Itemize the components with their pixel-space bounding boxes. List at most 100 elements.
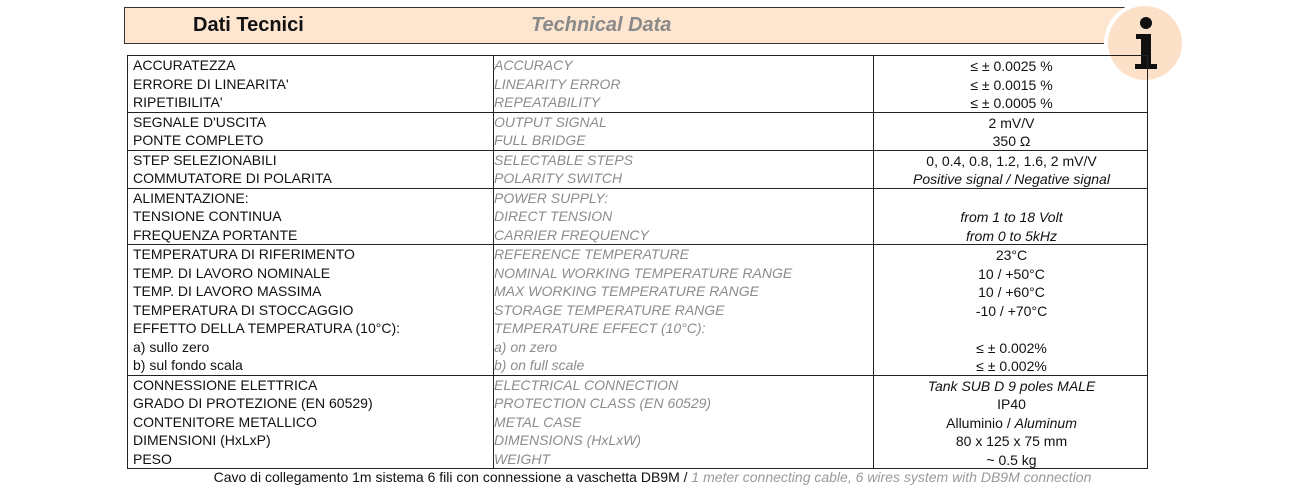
value: 10 / +50°C (874, 265, 1149, 284)
value-text: 2 mV/V (988, 114, 1035, 131)
value: 23°C (874, 246, 1149, 265)
value: Alluminio / Aluminum (874, 414, 1149, 433)
value-text: ≤ ± 0.0005 % (970, 95, 1053, 111)
label-en: POLARITY SWITCH (494, 170, 623, 186)
spec-row: a) sullo zero a) on zero ≤ ± 0.002% (128, 338, 1147, 357)
column-divider (873, 56, 874, 112)
value: 10 / +60°C (874, 283, 1149, 302)
value-italic: Positive signal / Negative signal (913, 171, 1110, 187)
value: ≤ ± 0.0005 % (874, 94, 1149, 113)
spec-row: CONNESSIONE ELETTRICA ELECTRICAL CONNECTI… (128, 376, 1147, 395)
value: ≤ ± 0.002% (874, 339, 1149, 358)
spec-row: RIPETIBILITA' REPEATABILITY ≤ ± 0.0005 % (128, 93, 1147, 112)
row-group: STEP SELEZIONABILI SELECTABLE STEPS 0, 0.4… (127, 149, 1148, 188)
spec-row: CONTENITORE METALLICO METAL CASE Alluminio… (128, 413, 1147, 432)
value-text: -10 / +70°C (975, 302, 1048, 319)
label-it: TENSIONE CONTINUA (133, 208, 282, 224)
value-text: Alluminio / (946, 414, 1011, 431)
value: ~ 0.5 kg (874, 451, 1149, 470)
spec-row: ALIMENTAZIONE: POWER SUPPLY: (128, 189, 1147, 208)
spec-row: TEMPERATURA DI STOCCAGGIO STORAGE TEMPERA… (128, 301, 1147, 320)
value-text: ≤ ± 0.0015 % (970, 76, 1053, 93)
value-italic: from 0 to 5kHz (965, 227, 1058, 244)
label-en: OUTPUT SIGNAL (494, 113, 607, 130)
column-divider (873, 188, 874, 244)
label-it: CONNESSIONE ELETTRICA (133, 376, 318, 393)
label-it: TEMP. DI LAVORO MASSIMA (133, 283, 322, 299)
label-en: METAL CASE (494, 413, 582, 430)
spec-row: TENSIONE CONTINUA DIRECT TENSION from 1 to… (128, 207, 1147, 226)
value-text: 10 / +50°C (978, 265, 1045, 282)
column-divider (493, 112, 494, 150)
label-it: GRADO DI PROTEZIONE (EN 60529) (133, 395, 373, 411)
value-text: ≤ ± 0.0025 % (970, 58, 1053, 74)
value: Tank SUB D 9 poles MALE (874, 377, 1149, 396)
footer-it: Cavo di collegamento 1m sistema 6 fili c… (213, 469, 688, 485)
label-en: NOMINAL WORKING TEMPERATURE RANGE (494, 264, 793, 281)
value: ≤ ± 0.0015 % (874, 76, 1149, 95)
value-text: 0, 0.4, 0.8, 1.2, 1.6, 2 mV/V (926, 152, 1097, 169)
spec-row: TEMPERATURA DI RIFERIMENTO REFERENCE TEMP… (128, 245, 1147, 264)
row-group: ACCURATEZZA ACCURACY ≤ ± 0.0025 % ERRORE DI… (127, 55, 1148, 112)
spec-row: EFFETTO DELLA TEMPERATURA (10°C): TEMPERA… (128, 319, 1147, 338)
spec-row: FREQUENZA PORTANTE CARRIER FREQUENCY from … (128, 226, 1147, 245)
value-text: 10 / +60°C (978, 284, 1045, 300)
label-en: REFERENCE TEMPERATURE (494, 246, 689, 262)
spec-row: ERRORE DI LINEARITA' LINEARITY ERROR ≤ ± 0… (128, 75, 1147, 94)
value: ≤ ± 0.002% (874, 357, 1149, 376)
label-it: ERRORE DI LINEARITA' (133, 75, 289, 92)
label-it: b) sul fondo scala (133, 357, 243, 373)
spec-row: SEGNALE D'USCITA OUTPUT SIGNAL 2 mV/V (128, 113, 1147, 132)
label-it: ACCURATEZZA (133, 57, 236, 73)
value-italic: from 1 to 18 Volt (960, 209, 1063, 225)
label-en: LINEARITY ERROR (494, 75, 621, 92)
label-en: WEIGHT (494, 450, 550, 467)
title-en: Technical Data (531, 14, 672, 36)
value-text: ≤ ± 0.002% (976, 358, 1047, 374)
spec-row: b) sul fondo scala b) on full scale ≤ ± 0.… (128, 356, 1147, 375)
column-divider (493, 150, 494, 188)
label-en: TEMPERATURE EFFECT (10°C): (494, 320, 706, 336)
column-divider (493, 375, 494, 468)
spec-row: DIMENSIONI (HxLxP) DIMENSIONS (HxLxW) 80 x… (128, 431, 1147, 450)
label-en: b) on full scale (494, 357, 585, 373)
value: 2 mV/V (874, 114, 1149, 133)
spec-table: ACCURATEZZA ACCURACY ≤ ± 0.0025 % ERRORE DI… (127, 55, 1148, 469)
label-en: SELECTABLE STEPS (494, 151, 634, 168)
column-divider (873, 150, 874, 188)
value-italic: Tank SUB D 9 poles MALE (927, 377, 1096, 394)
label-it: FREQUENZA PORTANTE (133, 226, 298, 243)
column-divider (493, 56, 494, 112)
value: Positive signal / Negative signal (874, 170, 1149, 189)
label-en: DIMENSIONS (HxLxW) (494, 432, 641, 448)
spec-row: ACCURATEZZA ACCURACY ≤ ± 0.0025 % (128, 56, 1147, 75)
title-it: Dati Tecnici (193, 14, 304, 36)
footer-en: 1 meter connecting cable, 6 wires system… (691, 469, 1092, 485)
footer: Cavo di collegamento 1m sistema 6 fili c… (0, 469, 1305, 485)
value: from 1 to 18 Volt (874, 208, 1149, 227)
value: -10 / +70°C (874, 302, 1149, 321)
label-it: DIMENSIONI (HxLxP) (133, 432, 271, 448)
row-group: TEMPERATURA DI RIFERIMENTO REFERENCE TEMP… (127, 244, 1148, 375)
label-it: STEP SELEZIONABILI (133, 151, 277, 168)
value-text: 23°C (995, 247, 1028, 263)
value: from 0 to 5kHz (874, 227, 1149, 246)
info-icon (1108, 6, 1182, 80)
label-it: TEMP. DI LAVORO NOMINALE (133, 264, 331, 281)
label-en: STORAGE TEMPERATURE RANGE (494, 301, 725, 318)
label-it: TEMPERATURA DI RIFERIMENTO (133, 246, 355, 262)
spec-row: COMMUTATORE DI POLARITA POLARITY SWITCH Po… (128, 169, 1147, 188)
value-text: ~ 0.5 kg (986, 451, 1037, 468)
label-it: SEGNALE D'USCITA (133, 113, 267, 130)
row-group: SEGNALE D'USCITA OUTPUT SIGNAL 2 mV/V PONTE… (127, 111, 1148, 150)
value-text: IP40 (997, 396, 1026, 412)
value-text: ≤ ± 0.002% (976, 339, 1047, 356)
value-text: 80 x 125 x 75 mm (955, 433, 1068, 449)
value: ≤ ± 0.0025 % (874, 57, 1149, 76)
column-divider (873, 245, 874, 375)
spec-row: TEMP. DI LAVORO MASSIMA MAX WORKING TEMPE… (128, 282, 1147, 301)
label-en: FULL BRIDGE (494, 132, 586, 148)
spec-row: GRADO DI PROTEZIONE (EN 60529) PROTECTION… (128, 394, 1147, 413)
label-it: a) sullo zero (133, 338, 210, 355)
label-it: PONTE COMPLETO (133, 132, 264, 148)
